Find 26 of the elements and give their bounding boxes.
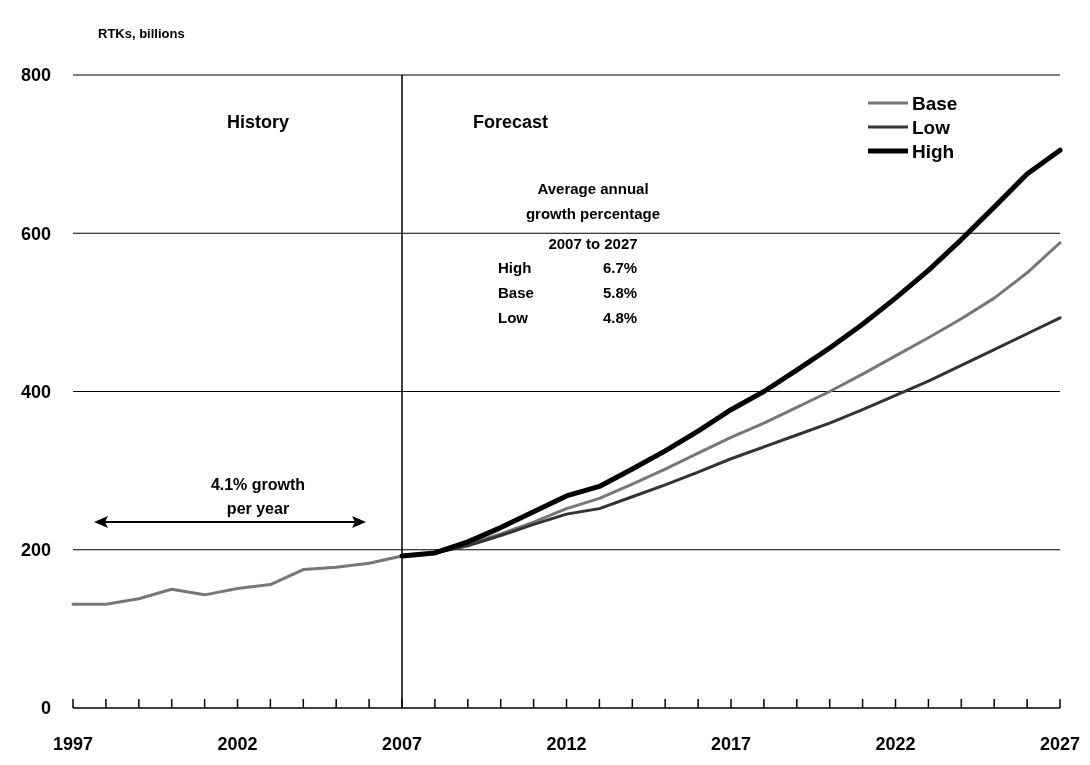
legend-label: Low [912,116,951,138]
annotation: per year [226,500,290,517]
annotation: 2007 to 2027 [548,235,638,252]
x-tick-label: 2007 [381,734,423,754]
x-tick-label: 2002 [217,734,258,754]
annotation: Forecast [473,112,549,132]
y-axis-title: RTKs, billions [98,26,185,41]
x-tick-label: 2022 [875,734,916,754]
text: Low 4.8% [498,309,638,326]
y-tick-label: 800 [20,65,51,86]
y-tick-label: 400 [20,381,51,402]
legend-label: High [912,140,955,162]
annotation: growth percentage [525,205,661,222]
y-tick-label: 200 [20,540,51,561]
annotation: History [226,112,290,132]
annotation: Average annual [537,180,649,197]
text: High 6.7% [498,259,638,276]
x-tick-label: 2017 [710,734,752,754]
y-tick-label: 600 [20,223,51,244]
x-tick-label: 1997 [52,734,94,754]
text: Base 5.8% [498,284,638,301]
y-tick-label: 0 [40,698,51,719]
annotation: 4.1% growth [210,476,306,493]
legend-label: Base [912,92,958,114]
x-tick-label: 2027 [1039,734,1081,754]
x-tick-label: 2012 [546,734,587,754]
